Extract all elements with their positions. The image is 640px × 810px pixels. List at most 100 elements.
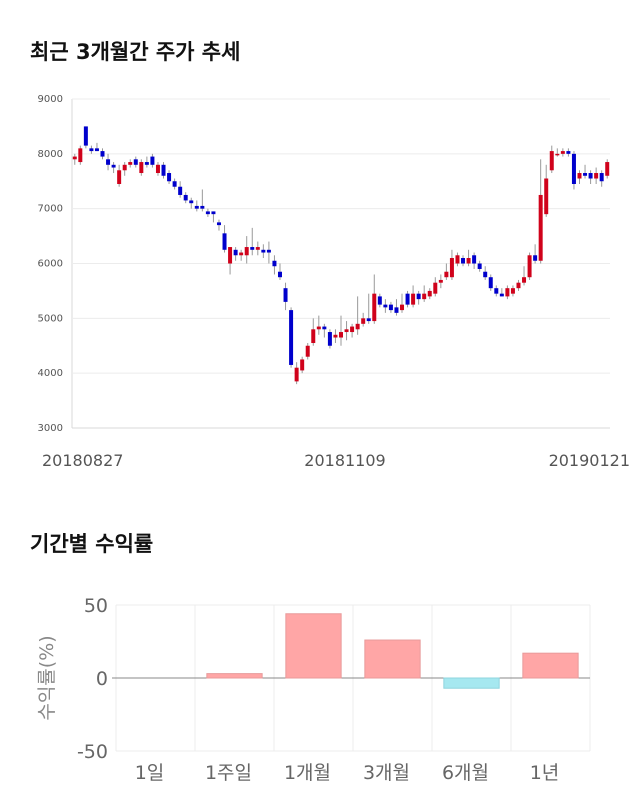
candle-up	[372, 293, 377, 322]
x-date-label: 20181109	[304, 451, 385, 470]
candle-up	[577, 173, 582, 179]
candle-down	[283, 288, 288, 302]
y-tick-label: 50	[84, 595, 108, 617]
candle-down	[250, 247, 255, 250]
candlestick-y-axis: 9000 8000 7000 6000 5000 4000 3000	[38, 94, 63, 434]
candle-down	[477, 263, 482, 269]
candle-down	[100, 151, 105, 157]
candle-up	[122, 164, 127, 171]
candle-up	[466, 258, 471, 264]
candle-down	[266, 249, 271, 253]
candle-down	[150, 156, 155, 165]
candle-up	[510, 288, 515, 294]
candle-up	[433, 282, 438, 294]
candle-up	[128, 162, 133, 165]
bar-grid	[112, 604, 591, 752]
candle-down	[383, 304, 388, 308]
candle-up	[344, 329, 349, 333]
candle-down	[483, 271, 488, 278]
y-tick-label: 6000	[38, 259, 63, 270]
candle-up	[411, 293, 416, 305]
candle-down	[327, 332, 332, 346]
candle-up	[422, 293, 427, 300]
bar-positive	[364, 639, 421, 679]
candle-up	[549, 151, 554, 171]
candle-down	[216, 222, 221, 226]
candle-down	[133, 159, 138, 165]
candle-down	[111, 164, 116, 168]
candle-down	[106, 159, 111, 165]
candle-down	[233, 249, 238, 256]
candle-down	[588, 173, 593, 179]
candle-up	[355, 323, 360, 330]
bar-y-axis: 50 0 -50	[77, 595, 108, 763]
y-tick-label: -50	[77, 741, 108, 763]
candle-down	[211, 211, 216, 215]
x-category-label: 6개월	[442, 762, 489, 784]
x-date-label: 20180827	[42, 451, 123, 470]
candle-down	[394, 307, 399, 313]
bar-negative	[443, 677, 500, 689]
candle-down	[161, 164, 166, 176]
candle-down	[499, 293, 504, 297]
candle-down	[461, 258, 466, 264]
bar-positive	[522, 652, 579, 679]
bar-positive	[206, 673, 263, 679]
candle-up	[427, 290, 432, 297]
period-return-title: 기간별 수익률	[30, 532, 154, 556]
candle-up	[300, 359, 305, 371]
candle-up	[605, 162, 610, 176]
bar-positive	[285, 613, 342, 679]
candle-down	[167, 173, 172, 182]
stock-trend-title: 최근 3개월간 주가 추세	[30, 40, 241, 64]
candle-down	[388, 304, 393, 311]
y-tick-label: 0	[96, 668, 108, 690]
candle-up	[155, 164, 160, 174]
candlestick-x-axis: 20180827 20181109 20190121	[42, 451, 630, 470]
x-category-label: 1주일	[205, 762, 252, 784]
candle-up	[117, 170, 122, 184]
candle-up	[560, 151, 565, 154]
candle-up	[400, 304, 405, 311]
candle-up	[316, 326, 321, 330]
candle-down	[94, 148, 99, 152]
x-category-label: 1일	[135, 762, 165, 784]
candle-up	[544, 178, 549, 215]
candle-up	[228, 247, 233, 264]
x-category-label: 1년	[530, 762, 560, 784]
candle-down	[366, 318, 371, 322]
y-tick-label: 9000	[38, 94, 63, 105]
candle-down	[200, 205, 205, 209]
candle-up	[455, 255, 460, 264]
candle-down	[488, 277, 493, 289]
candle-up	[311, 329, 316, 344]
candle-down	[377, 296, 382, 305]
x-category-label: 1개월	[284, 762, 331, 784]
candle-down	[83, 126, 88, 146]
y-tick-label: 4000	[38, 368, 63, 379]
candle-down	[189, 200, 194, 204]
candle-down	[172, 181, 177, 187]
candlestick-grid	[71, 98, 610, 429]
candle-down	[272, 260, 277, 267]
x-date-label: 20190121	[549, 451, 630, 470]
candle-up	[438, 279, 443, 283]
candle-up	[78, 148, 83, 163]
candle-down	[289, 310, 294, 365]
candle-up	[72, 156, 77, 160]
candle-up	[333, 334, 338, 338]
candle-down	[205, 211, 210, 215]
candle-down	[566, 151, 571, 154]
y-tick-label: 8000	[38, 149, 63, 160]
candle-down	[261, 249, 266, 253]
candle-up	[239, 252, 244, 256]
candle-down	[405, 293, 410, 305]
candle-up	[350, 326, 355, 333]
candle-down	[416, 293, 421, 300]
candle-up	[538, 194, 543, 261]
y-tick-label: 5000	[38, 313, 63, 324]
candle-up	[555, 153, 560, 156]
candle-down	[144, 162, 149, 165]
bar-series	[206, 613, 579, 689]
